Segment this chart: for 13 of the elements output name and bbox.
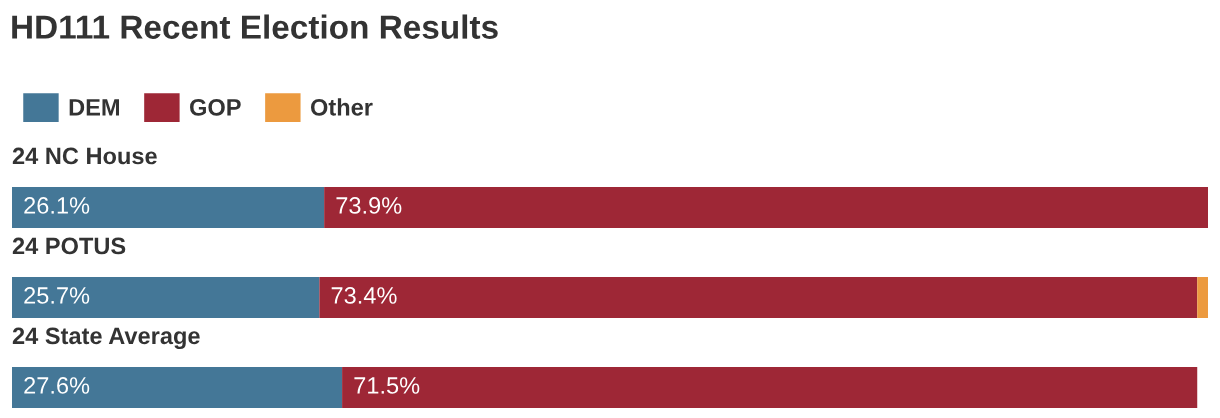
data-label: 25.7%: [24, 287, 90, 304]
legend-label: DEM: [69, 99, 119, 116]
y-tick-label: 24 State Average: [12, 327, 200, 350]
data-label: 71.5%: [354, 377, 420, 394]
chart-title: HD111 Recent Election Results: [12, 14, 498, 39]
data-label: 26.1%: [24, 197, 90, 214]
data-label: 27.6%: [24, 377, 90, 394]
data-label: 73.4%: [331, 287, 397, 304]
legend-label: Other: [310, 98, 373, 116]
legend-label: GOP: [190, 98, 241, 116]
data-label: 73.9%: [336, 197, 402, 214]
y-tick-label: 24 POTUS: [12, 237, 126, 255]
y-tick-label: 24 NC House: [12, 147, 157, 165]
